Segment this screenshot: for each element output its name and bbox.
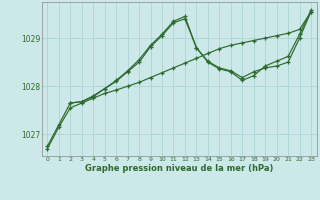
X-axis label: Graphe pression niveau de la mer (hPa): Graphe pression niveau de la mer (hPa) [85,164,273,173]
